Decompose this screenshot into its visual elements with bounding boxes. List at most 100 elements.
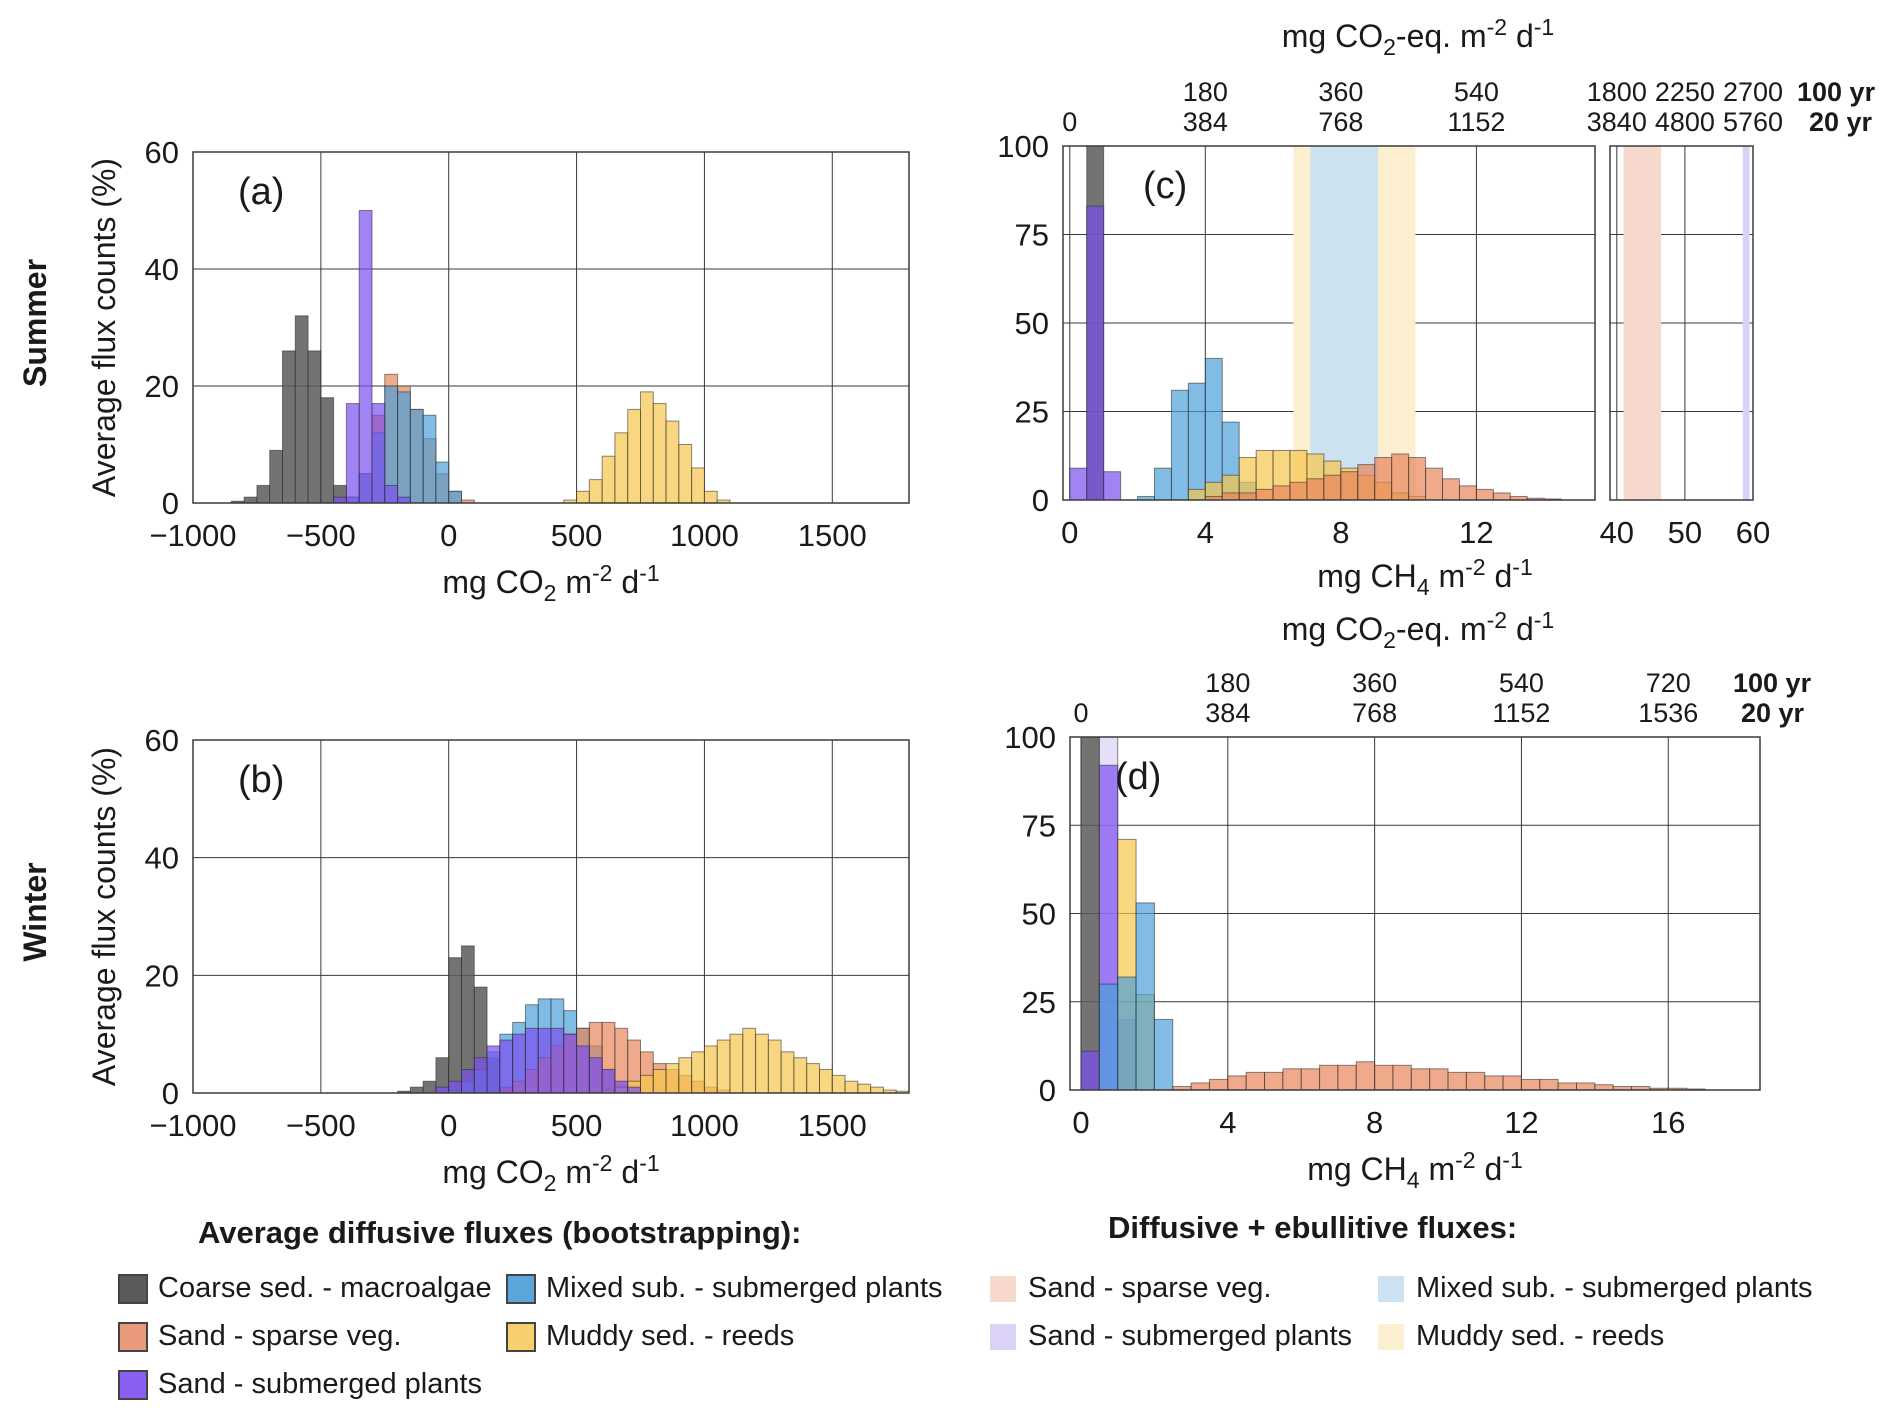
y-tick-label: 50 — [1015, 306, 1049, 341]
histogram-bar — [320, 397, 335, 504]
x-tick-label: 40 — [1600, 515, 1634, 550]
histogram-bar — [831, 1074, 846, 1094]
histogram-bar — [1391, 453, 1410, 501]
histogram-bar — [819, 1068, 833, 1094]
histogram-bar — [640, 1074, 654, 1094]
y-tick-label: 75 — [1015, 218, 1049, 253]
y-tick-label: 25 — [1015, 395, 1049, 430]
histogram-bar — [652, 1068, 667, 1094]
histogram-bar — [665, 1063, 680, 1094]
y-axis-label: Average flux counts (%) — [86, 747, 122, 1086]
top-tick-20yr: 0 — [1073, 698, 1088, 728]
histogram-bar — [422, 1080, 437, 1094]
histogram-bar — [282, 350, 296, 504]
histogram-bar — [1447, 1071, 1467, 1091]
histogram-bar — [614, 432, 629, 504]
histogram-bar — [1374, 457, 1393, 501]
top-tick-20yr: 384 — [1183, 107, 1228, 137]
histogram-bar — [1539, 1078, 1559, 1091]
bars — [1080, 736, 1706, 1091]
x-axis-label-part: d — [1476, 1151, 1503, 1187]
series — [333, 210, 411, 504]
top-tick-20yr: 0 — [1062, 107, 1077, 137]
x-tick-label: 1500 — [798, 1108, 867, 1143]
series — [1204, 453, 1562, 501]
y-tick-label: 75 — [1022, 808, 1056, 843]
top-tick-100yr: 1800 — [1587, 77, 1647, 107]
histogram-bar — [1264, 1071, 1284, 1091]
series — [1172, 1061, 1706, 1091]
top-axis-label-part: 2 — [1383, 627, 1396, 653]
histogram-bar — [512, 1033, 526, 1094]
row-label-winter: Winter — [17, 862, 53, 961]
histogram-bar — [742, 1027, 757, 1094]
panel-label: (a) — [238, 171, 284, 213]
histogram-bar — [1337, 1064, 1357, 1091]
horizon-label-20yr: 20 yr — [1809, 107, 1873, 137]
top-axis-label-part: d — [1507, 18, 1534, 54]
legend-title-combined: Diffusive + ebullitive fluxes: — [1108, 1210, 1518, 1245]
legend-swatch — [118, 1321, 148, 1352]
histogram-bar — [1374, 1064, 1394, 1091]
histogram-bar — [409, 1086, 424, 1094]
histogram-bar — [678, 1057, 693, 1094]
histogram-bar — [691, 467, 705, 504]
histogram-bar — [294, 315, 309, 504]
legend-label: Muddy sed. - reeds — [546, 1320, 795, 1352]
y-tick-label: 20 — [145, 958, 179, 993]
top-axis-label-part: -1 — [1534, 14, 1554, 40]
top-tick-100yr: 360 — [1318, 77, 1363, 107]
top-tick-20yr: 5760 — [1723, 107, 1783, 137]
top-tick-100yr: 2700 — [1723, 77, 1783, 107]
legend-label: Coarse sed. - macroalgae — [158, 1272, 492, 1304]
x-axis-label-part: d — [613, 564, 640, 600]
range-band — [1310, 146, 1379, 500]
histogram-bar — [1238, 492, 1257, 501]
horizon-label-100yr: 100 yr — [1797, 77, 1876, 107]
x-axis-label-part: m — [556, 564, 592, 600]
plot-frame — [1069, 736, 1761, 1091]
x-axis-label-part: 4 — [1417, 574, 1430, 600]
x-tick-label: 500 — [551, 1108, 603, 1143]
legend-label: Mixed sub. - submerged plants — [546, 1272, 943, 1304]
grid — [1070, 736, 1760, 1091]
range-band — [1623, 146, 1662, 500]
y-tick-label: 0 — [1039, 1073, 1056, 1108]
histogram-bar — [576, 1045, 590, 1094]
histogram-bar — [1392, 1064, 1412, 1091]
x-axis-label-part: -2 — [1465, 554, 1485, 580]
legend-swatch — [118, 1273, 148, 1304]
histogram-bar — [1245, 1071, 1266, 1091]
x-axis-label: mg CO2 m-2 d-1 — [442, 560, 659, 606]
histogram-bar — [1306, 478, 1325, 501]
y-tick-label: 0 — [162, 486, 179, 521]
legend-swatch — [506, 1321, 536, 1352]
histogram-bar — [627, 408, 642, 504]
histogram-bar — [588, 479, 603, 504]
top-tick-20yr: 1152 — [1447, 107, 1505, 137]
x-tick-label: −1000 — [149, 1108, 236, 1143]
row-label-summer: Summer — [17, 259, 53, 387]
histogram-bar — [857, 1083, 872, 1094]
histogram-bar — [448, 957, 463, 1094]
legend-swatch — [988, 1321, 1018, 1352]
histogram-bar — [1272, 485, 1291, 501]
histogram-bar — [1187, 488, 1206, 501]
y-tick-label: 100 — [1004, 720, 1056, 755]
histogram-bar — [333, 496, 347, 504]
panel-label: (c) — [1143, 165, 1187, 207]
x-tick-label: 500 — [551, 518, 603, 553]
top-axis-label-part: -eq. m — [1396, 611, 1487, 647]
top-tick-20yr: 768 — [1318, 107, 1363, 137]
legend-label: Muddy sed. - reeds — [1416, 1320, 1665, 1352]
x-axis-label-part: -2 — [1455, 1147, 1475, 1173]
series — [1080, 736, 1100, 1091]
legend-item: Mixed sub. - submerged plants — [1376, 1272, 1813, 1305]
histogram-bar — [601, 455, 616, 504]
histogram-bar — [1080, 736, 1100, 1091]
histogram-bar — [1255, 488, 1274, 501]
histogram-bar — [1204, 357, 1223, 501]
histogram-bar — [1086, 205, 1105, 501]
histogram-bar — [627, 1086, 642, 1094]
horizon-label-100yr: 100 yr — [1733, 668, 1812, 698]
